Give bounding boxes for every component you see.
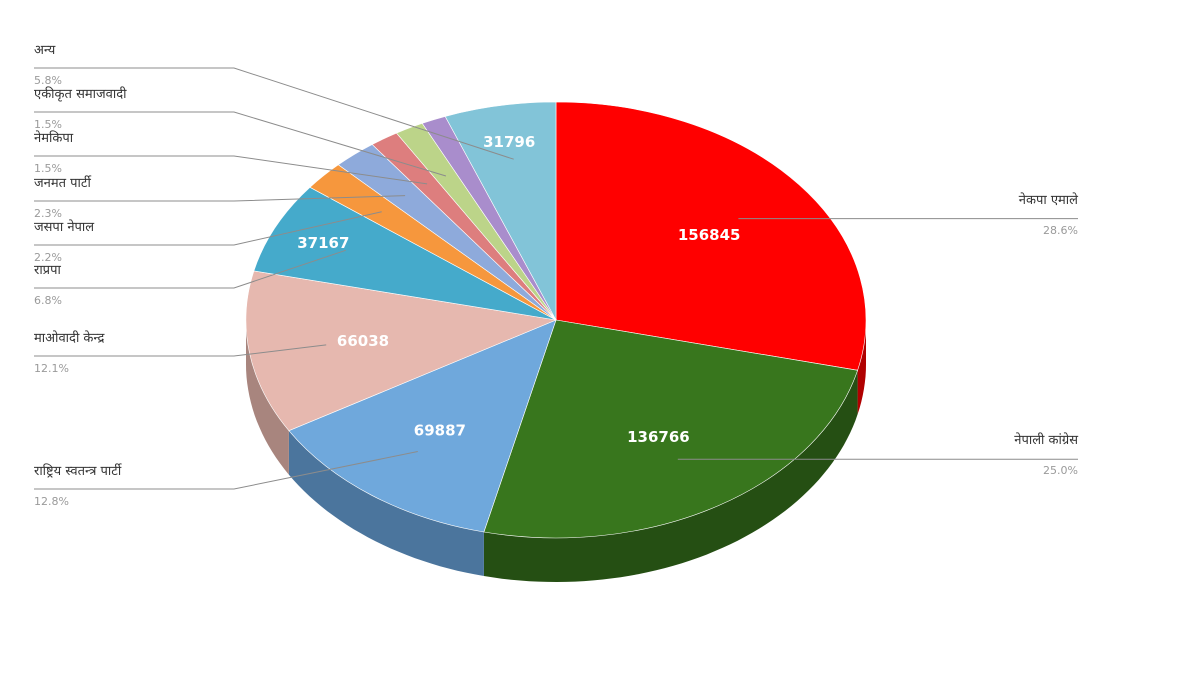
slice-11 <box>444 101 557 321</box>
slice-2 <box>483 319 858 539</box>
slice-3-leader <box>34 451 418 490</box>
pie-depth <box>246 320 866 582</box>
slice-4-side <box>246 320 289 475</box>
slice-labels: नेकपा एमाले 28.6% नेपाली कांग्रेस 25.0% राष्… <box>34 43 1078 508</box>
slice-3 <box>288 319 557 533</box>
slice-3-name-label: राष्ट्रिय स्वतन्त्र पार्टी <box>34 463 122 479</box>
slice-11-value-label: 31796 <box>483 133 535 151</box>
slice-11-percent-label: 5.8% <box>34 74 62 87</box>
slice-6-leader <box>34 211 382 246</box>
slice-5-leader <box>34 249 346 289</box>
slice-5-value-label: 37167 <box>297 234 349 252</box>
slice-4-name-label: माओवादी केन्द्र <box>34 330 105 346</box>
slice-9-name-label: एकीकृत समाजवादी <box>34 86 127 102</box>
slice-4-percent-label: 12.1% <box>34 362 69 375</box>
slice-2-side <box>483 370 858 582</box>
slice-8-percent-label: 1.5% <box>34 162 62 175</box>
slice-4-value-label: 66038 <box>337 332 389 350</box>
slice-2-name-label: नेपाली कांग्रेस <box>1014 432 1078 448</box>
slice-7-leader <box>34 195 406 202</box>
slice-9-percent-label: 1.5% <box>34 118 62 131</box>
slice-3-value-label: 69887 <box>414 421 466 439</box>
slice-11-leader <box>34 67 514 160</box>
slice-11-name-label: अन्य <box>34 43 56 58</box>
data-labels: 156845 136766 69887 66038 37167 31796 <box>297 133 740 446</box>
slice-5 <box>253 186 557 321</box>
slice-5-percent-label: 6.8% <box>34 294 62 307</box>
slice-7-percent-label: 2.3% <box>34 207 62 220</box>
slice-9-leader <box>34 111 447 177</box>
slice-4-leader <box>34 344 327 357</box>
slice-1-percent-label: 28.6% <box>1043 224 1078 237</box>
slice-1-name-label: नेकपा एमाले <box>1019 192 1078 208</box>
slice-6-percent-label: 2.2% <box>34 251 62 264</box>
slice-1-side <box>857 320 866 415</box>
slice-2-value-label: 136766 <box>627 428 690 446</box>
slice-2-percent-label: 25.0% <box>1043 464 1078 477</box>
slice-8-leader <box>34 155 428 185</box>
slice-3-side <box>288 430 484 576</box>
slice-4 <box>245 270 558 432</box>
slice-1-value-label: 156845 <box>678 226 741 244</box>
pie-slices <box>245 101 867 539</box>
leader-lines <box>34 67 1078 490</box>
slice-5-name-label: राप्रपा <box>34 263 61 278</box>
slice-3-percent-label: 12.8% <box>34 495 69 508</box>
slice-1 <box>555 101 867 371</box>
slice-6-name-label: जसपा नेपाल <box>34 219 94 235</box>
slice-8-name-label: नेमकिपा <box>34 130 74 146</box>
slice-7-name-label: जनमत पार्टी <box>34 175 91 191</box>
